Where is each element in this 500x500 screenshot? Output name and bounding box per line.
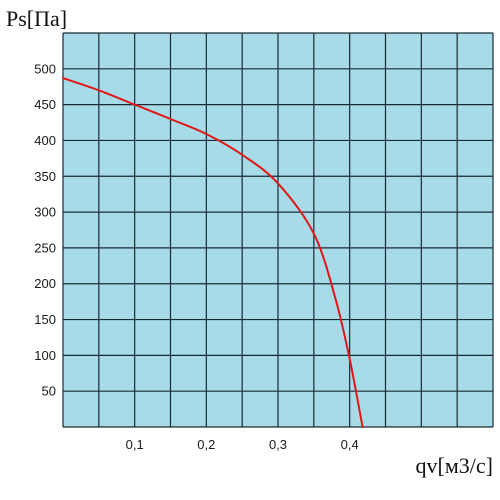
y-tick-label: 350 (34, 169, 56, 184)
y-tick-label: 50 (42, 384, 56, 399)
x-tick-label: 0,3 (269, 437, 287, 452)
x-tick-label: 0,2 (197, 437, 215, 452)
y-tick-label: 400 (34, 133, 56, 148)
grid (62, 32, 494, 428)
series-layer (62, 77, 364, 428)
x-tick-labels: 0,1 0,2 0,3 0,4 (126, 437, 359, 452)
x-tick-label: 0,4 (341, 437, 359, 452)
y-tick-label: 300 (34, 205, 56, 220)
y-tick-label: 200 (34, 276, 56, 291)
y-tick-label: 450 (34, 97, 56, 112)
y-tick-label: 100 (34, 348, 56, 363)
x-axis-label: qv[м3/с] (416, 453, 493, 478)
y-tick-label: 250 (34, 240, 56, 255)
y-tick-labels: 50 100 150 200 250 300 350 400 450 500 (34, 61, 56, 398)
x-tick-label: 0,1 (126, 437, 144, 452)
y-axis-label: Ps[Па] (6, 6, 67, 31)
y-tick-label: 500 (34, 61, 56, 76)
y-tick-label: 150 (34, 312, 56, 327)
series-line (62, 77, 364, 428)
